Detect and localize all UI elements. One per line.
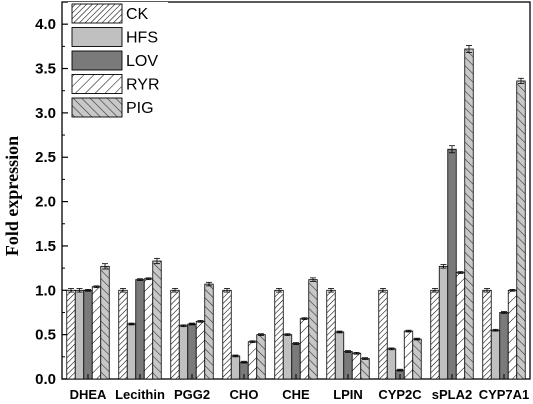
bar-ck — [430, 289, 440, 380]
bar-ck — [378, 289, 388, 380]
y-tick-label: 2.0 — [35, 194, 56, 211]
y-tick-label: 1.5 — [35, 238, 56, 255]
y-tick-label: 3.5 — [35, 61, 56, 78]
bar-ryr — [455, 272, 466, 380]
legend-label-ryr: RYR — [126, 77, 160, 94]
bar-hfs — [178, 325, 189, 380]
bar-ryr — [403, 330, 414, 380]
bar-ck — [222, 289, 232, 380]
bar-pig — [412, 338, 422, 380]
bar-lov — [447, 148, 457, 380]
bar-ck — [274, 289, 284, 380]
bar-hfs — [230, 355, 241, 380]
bar-pig — [100, 265, 110, 380]
bar-hfs — [74, 289, 85, 380]
bar-pig — [308, 279, 318, 380]
y-tick-label: 4.0 — [35, 16, 56, 33]
bar-ryr — [247, 341, 258, 380]
bar-hfs — [334, 331, 345, 380]
bar-ck — [170, 289, 180, 380]
legend-swatch-ryr — [71, 74, 123, 94]
bar-pig — [464, 48, 474, 380]
bar-pig — [204, 283, 214, 380]
y-tick-label: 0.0 — [35, 371, 56, 388]
x-tick-label: sPLA2 — [432, 387, 472, 402]
bar-ryr — [351, 352, 362, 380]
x-tick-label: CHE — [282, 387, 310, 402]
legend-swatch-ck — [71, 3, 123, 24]
x-tick-label: CYP7A1 — [479, 387, 530, 402]
plot-area: 0.0 0.5 1.0 1.5 2.0 2.5 3.0 3.5 4.0 DHEA Lecithin P… — [35, 1, 531, 402]
bar-pig — [360, 358, 370, 380]
bar-pig — [256, 334, 266, 380]
legend-swatch-lov — [71, 50, 123, 71]
legend-swatch-hfs — [71, 27, 123, 47]
legend-label-hfs: HFS — [126, 30, 158, 47]
bar-ck — [482, 289, 492, 380]
legend-label-lov: LOV — [126, 53, 158, 70]
bar-lov — [291, 343, 301, 380]
bar-lov — [135, 279, 145, 380]
y-tick-label: 1.0 — [35, 282, 56, 299]
legend-label-ck: CK — [126, 6, 149, 23]
legend: CK HFS LOV RYR PIG — [68, 2, 168, 122]
bar-hfs — [386, 348, 397, 380]
bar-ryr — [143, 278, 154, 380]
y-tick-label: 3.0 — [35, 105, 56, 122]
y-axis-title: Fold expression — [2, 136, 22, 256]
bar-ryr — [299, 318, 310, 380]
x-tick-label: PGG2 — [174, 387, 210, 402]
legend-swatch-pig — [71, 97, 123, 118]
bar-ck — [326, 289, 336, 380]
bar-ryr — [195, 320, 206, 380]
x-tick-label: CHO — [230, 387, 259, 402]
bar-ck — [66, 289, 76, 380]
bar-hfs — [490, 329, 501, 380]
bar-ck — [118, 289, 128, 380]
x-tick-label: LPIN — [333, 387, 363, 402]
bar-lov — [83, 289, 93, 380]
bar-hfs — [126, 323, 137, 380]
y-tick-label: 2.5 — [35, 149, 56, 166]
bar-ryr — [507, 289, 518, 380]
y-tick-label: 0.5 — [35, 327, 56, 344]
bar-pig — [516, 80, 526, 380]
x-tick-label: CYP2C — [378, 387, 422, 402]
bar-pig — [152, 260, 162, 380]
bar-hfs — [282, 334, 293, 380]
bar-ryr — [91, 286, 102, 380]
x-tick-label: Lecithin — [115, 387, 165, 402]
bar-lov — [499, 312, 509, 380]
legend-label-pig: PIG — [126, 100, 154, 117]
bar-hfs — [438, 265, 449, 380]
x-tick-label: DHEA — [70, 387, 107, 402]
bar-lov — [187, 323, 197, 380]
